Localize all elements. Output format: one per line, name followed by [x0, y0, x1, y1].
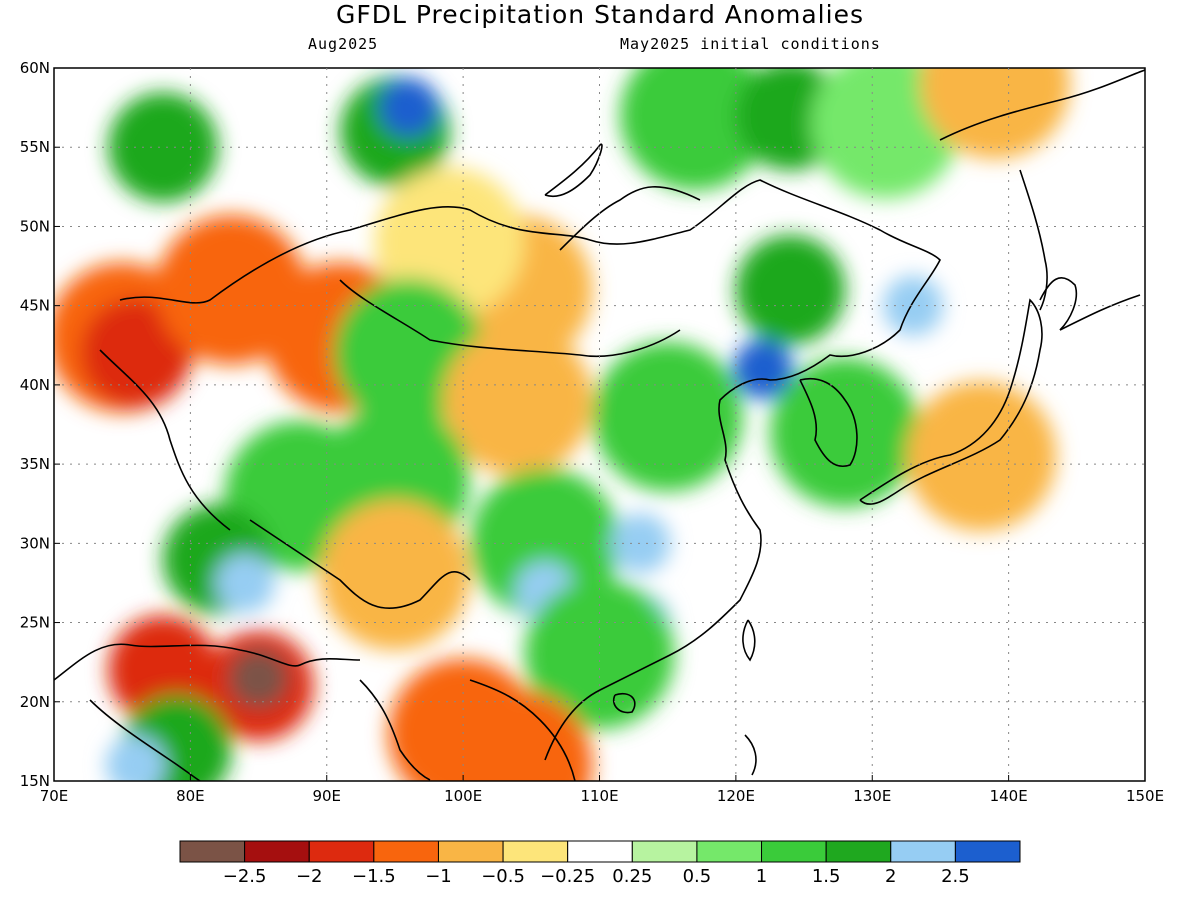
lon-tick-label: 70E [40, 787, 69, 805]
lon-tick-label: 120E [717, 787, 755, 805]
lon-tick-label: 110E [580, 787, 618, 805]
anomaly-india-south-blue [105, 735, 166, 781]
lat-tick-label: 60N [20, 59, 50, 77]
lon-tick-label: 80E [176, 787, 205, 805]
colorbar-label: −0.5 [481, 866, 525, 887]
colorbar-swatch [631, 840, 698, 863]
anomaly-sichuan-wet [469, 468, 620, 619]
map-title: GFDL Precipitation Standard Anomalies [336, 0, 864, 29]
colorbar-label: −2 [296, 866, 323, 887]
colorbar-label: 1.5 [812, 866, 841, 887]
colorbar-swatch [179, 840, 246, 863]
longitude-axis: 70E 80E 90E 100E 110E 120E 130E 140E 150E [40, 775, 1164, 805]
anomaly-north-center-wet [619, 68, 770, 191]
anomaly-primorye-blue [883, 275, 944, 336]
latitude-axis: 60N 55N 50N 45N 40N 35N 30N 25N 20N 15N [20, 59, 60, 790]
lat-tick-label: 55N [20, 138, 50, 156]
colorbar-swatch [567, 840, 633, 863]
anomaly-field [54, 68, 1070, 781]
colorbar-swatch [890, 840, 956, 863]
valid-month-label: Aug2025 [308, 35, 379, 53]
anomaly-baikal-blue [378, 77, 439, 138]
colorbar-label: 2 [885, 866, 896, 887]
gridlines [54, 68, 1145, 781]
lat-tick-label: 30N [20, 534, 50, 552]
colorbar-label: −1 [425, 866, 452, 887]
colorbar-label: −1.5 [352, 866, 396, 887]
anomaly-okhotsk-dry [920, 68, 1070, 159]
lat-tick-label: 20N [20, 693, 50, 711]
lat-tick-label: 15N [20, 772, 50, 790]
anomaly-liaoning-blue [733, 339, 794, 400]
anomaly-yunnan-dry [319, 500, 470, 651]
colorbar-swatch [696, 840, 763, 863]
anomaly-korea-green [769, 357, 920, 508]
lon-tick-label: 100E [444, 787, 482, 805]
coastlines-borders [54, 69, 1145, 781]
anomaly-manchuria-wet [735, 234, 846, 345]
colorbar-label: 2.5 [941, 866, 970, 887]
lon-tick-label: 140E [990, 787, 1028, 805]
lat-tick-label: 40N [20, 376, 50, 394]
anomaly-japan-dry [906, 381, 1057, 532]
anomaly-south-china-green [524, 579, 675, 730]
colorbar-swatch [244, 840, 310, 863]
anomaly-nepal-blue [214, 552, 275, 613]
colorbar-swatch [761, 840, 827, 863]
colorbar-swatch [825, 840, 892, 863]
colorbar-label: −2.5 [223, 866, 267, 887]
lon-tick-label: 90E [312, 787, 341, 805]
colorbar-label: −0.25 [540, 866, 595, 887]
lon-tick-label: 150E [1126, 787, 1164, 805]
lat-tick-label: 45N [20, 297, 50, 315]
anomaly-north-china-wet [592, 341, 743, 492]
anomaly-hubei-blue [610, 513, 671, 574]
colorbar-swatch [373, 840, 439, 863]
colorbar-label: 0.5 [683, 866, 712, 887]
lat-tick-label: 25N [20, 614, 50, 632]
colorbar-swatch [502, 840, 569, 863]
anomaly-siberia-west-wet [108, 92, 219, 203]
colorbar-label: 1 [756, 866, 767, 887]
initial-conditions-label: May2025 initial conditions [620, 35, 881, 53]
anomaly-indochina-dry [442, 690, 593, 781]
anomaly-india-core-dark [228, 648, 289, 709]
anomaly-gobi-dry [442, 325, 593, 476]
lat-tick-label: 35N [20, 455, 50, 473]
colorbar: −2.5 −2 −1.5 −1 −0.5 −0.25 0.25 0.5 1 1.5 2 2.5 [179, 840, 1021, 887]
anomaly-kazakh-dry-core [80, 298, 191, 409]
colorbar-swatch [954, 840, 1021, 863]
lat-tick-label: 50N [20, 217, 50, 235]
colorbar-swatch [308, 840, 375, 863]
colorbar-swatch [437, 840, 504, 863]
lon-tick-label: 130E [853, 787, 891, 805]
colorbar-label: 0.25 [612, 866, 652, 887]
